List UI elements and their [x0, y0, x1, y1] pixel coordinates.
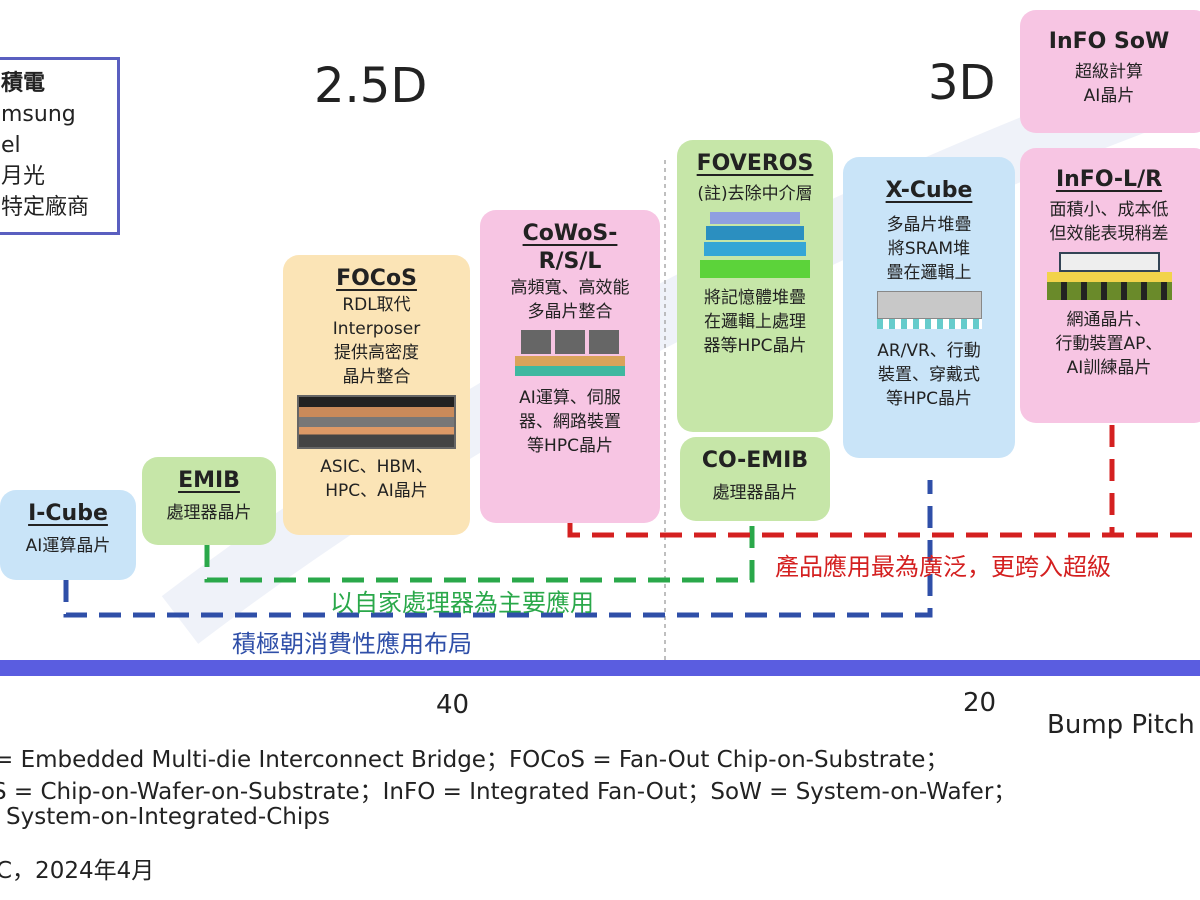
box-title: X-Cube — [885, 178, 973, 203]
box-title: R/S/L — [538, 249, 602, 274]
box-foveros: FOVEROS (註)去除中介層 將記憶體堆疊 在邏輯上處理 器等HPC晶片 — [677, 140, 833, 432]
box-text: 器、網路裝置 — [519, 412, 621, 432]
box-text: 在邏輯上處理 — [704, 312, 806, 332]
annotation-green: 以自家處理器為主要應用 — [330, 589, 594, 617]
box-text: 高頻寬、高效能 — [510, 278, 630, 298]
box-text: 多晶片整合 — [527, 302, 613, 322]
annotation-blue: 積極朝消費性應用布局 — [232, 630, 472, 658]
box-text: 面積小、成本低 — [1049, 200, 1169, 220]
box-title: CoWoS- — [522, 221, 618, 246]
box-text: 將記憶體堆疊 — [704, 288, 806, 308]
footnote: S = Chip-on-Wafer-on-Substrate；InFO = In… — [0, 779, 1017, 805]
heading-3d: 3D — [928, 55, 996, 111]
box-text: 裝置、穿戴式 — [878, 365, 980, 385]
box-text: 超級計算 — [1075, 62, 1143, 82]
box-text: AR/VR、行動 — [877, 341, 981, 361]
legend-line: msung — [1, 102, 76, 127]
green-dashed-bracket — [204, 521, 755, 583]
box-title: I-Cube — [28, 501, 108, 526]
legend-box: 積電 msung el 月光 特定廠商 — [0, 57, 120, 235]
heading-2-5d: 2.5D — [314, 58, 428, 114]
box-title: FOCoS — [336, 266, 417, 291]
box-cowos: CoWoS- R/S/L 高頻寬、高效能 多晶片整合 AI運算、伺服 器、網路裝… — [480, 210, 660, 523]
annotation-red: 產品應用最為廣泛，更跨入超級 — [775, 553, 1111, 581]
box-text: AI運算晶片 — [25, 536, 111, 556]
box-xcube: X-Cube 多晶片堆疊 將SRAM堆 疊在邏輯上 AR/VR、行動 裝置、穿戴… — [843, 157, 1015, 458]
box-text: RDL取代 — [342, 295, 411, 315]
box-title: InFO SoW — [1048, 29, 1170, 54]
red-dashed-bracket — [567, 425, 1200, 538]
box-text: HPC、AI晶片 — [325, 481, 428, 501]
box-text: 提供高密度 — [334, 343, 419, 363]
box-text: 等HPC晶片 — [527, 436, 613, 456]
box-text: AI運算、伺服 — [519, 388, 621, 408]
blue-dashed-bracket — [63, 480, 933, 618]
box-text: 疊在邏輯上 — [886, 263, 972, 283]
legend-line: el — [1, 133, 21, 158]
legend-line: 積電 — [1, 71, 46, 96]
box-text: 將SRAM堆 — [887, 239, 971, 259]
xcube-stack-image — [876, 291, 982, 333]
box-text: 網通晶片、 — [1066, 310, 1152, 330]
axis-tick-40: 40 — [436, 690, 470, 720]
box-text: AI訓練晶片 — [1066, 358, 1152, 378]
box-text: 晶片整合 — [342, 367, 411, 387]
box-text: (註)去除中介層 — [697, 184, 813, 204]
source-note: C，2024年4月 — [0, 858, 155, 884]
foveros-stack-image — [700, 212, 810, 280]
box-emib: EMIB 處理器晶片 — [142, 457, 276, 545]
box-text: 多晶片堆疊 — [886, 215, 972, 235]
cowos-package-image — [515, 330, 625, 380]
box-text: 器等HPC晶片 — [703, 336, 807, 356]
box-text: ASIC、HBM、 — [320, 457, 433, 477]
box-coemib: CO-EMIB 處理器晶片 — [680, 437, 830, 521]
focos-package-image — [297, 395, 456, 449]
box-title: FOVEROS — [696, 151, 814, 176]
footnote: System-on-Integrated-Chips — [6, 804, 330, 830]
box-title: CO-EMIB — [701, 448, 809, 473]
box-text: Interposer — [332, 319, 421, 339]
axis-tick-20: 20 — [963, 688, 997, 718]
box-text: 處理器晶片 — [166, 503, 252, 523]
axis-label: Bump Pitch — [1047, 710, 1195, 740]
legend-line: 特定廠商 — [1, 195, 90, 220]
legend-line: 月光 — [1, 164, 46, 189]
box-info-sow: InFO SoW 超級計算 AI晶片 — [1020, 10, 1200, 133]
box-focos: FOCoS RDL取代 Interposer 提供高密度 晶片整合 ASIC、H… — [283, 255, 470, 535]
info-package-image — [1046, 252, 1172, 302]
footnote: = Embedded Multi-die Interconnect Bridge… — [0, 747, 949, 773]
box-title: EMIB — [178, 468, 240, 493]
box-text: 但效能表現稍差 — [1049, 224, 1169, 244]
box-info-lr: InFO-L/R 面積小、成本低 但效能表現稍差 網通晶片、 行動裝置AP、 A… — [1020, 148, 1200, 423]
box-text: AI晶片 — [1083, 86, 1135, 106]
bump-pitch-axis — [0, 660, 1200, 676]
box-text: 等HPC晶片 — [886, 389, 972, 409]
box-text: 處理器晶片 — [712, 483, 798, 503]
box-title: InFO-L/R — [1055, 167, 1163, 192]
box-text: 行動裝置AP、 — [1055, 334, 1163, 354]
box-icube: I-Cube AI運算晶片 — [0, 490, 136, 580]
